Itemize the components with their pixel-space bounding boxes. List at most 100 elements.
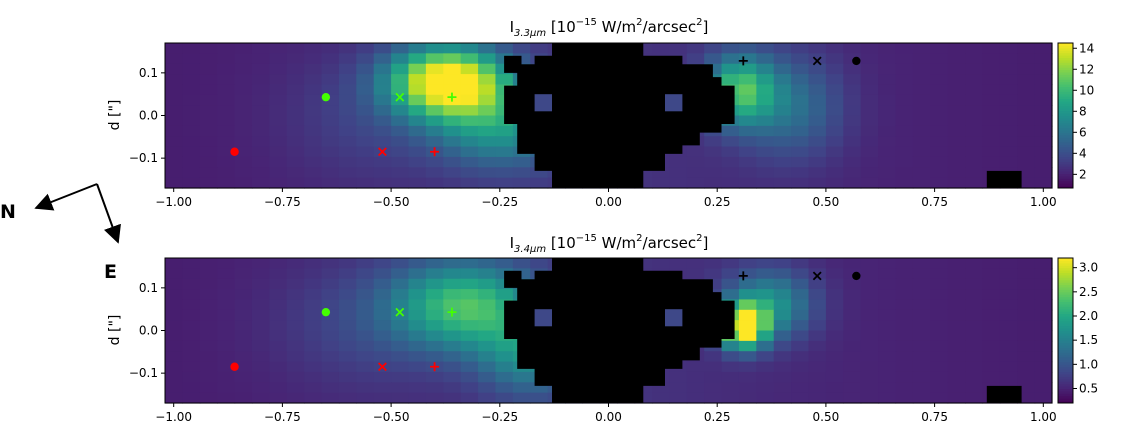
heatmap-cell: [495, 340, 514, 352]
heatmap-cell: [738, 340, 757, 352]
heatmap-cell: [825, 340, 844, 352]
heatmap-cell: [773, 330, 792, 342]
heatmap-cell: [478, 43, 497, 54]
heatmap-cell: [895, 371, 914, 383]
heatmap-cell: [373, 53, 392, 65]
heatmap-cell: [199, 371, 218, 383]
heatmap-cell: [999, 94, 1018, 106]
heatmap-cell: [825, 84, 844, 96]
heatmap-cell: [860, 382, 879, 394]
heatmap-cell: [443, 351, 462, 363]
heatmap-cell: [356, 268, 375, 280]
heatmap-cell: [999, 125, 1018, 137]
heatmap-cell: [686, 258, 705, 269]
heatmap-cell: [982, 330, 1001, 342]
heatmap-cell: [478, 351, 497, 363]
heatmap-cell: [965, 63, 984, 75]
heatmap-cell: [965, 309, 984, 321]
heatmap-cell: [321, 330, 340, 342]
heatmap-cell: [808, 156, 827, 168]
heatmap-cell: [947, 299, 966, 311]
heatmap-cell: [373, 299, 392, 311]
heatmap-cell: [478, 167, 497, 179]
heatmap-cell: [843, 115, 862, 127]
heatmap-cell: [982, 258, 1001, 269]
heatmap-cell: [356, 309, 375, 321]
heatmap-cell: [321, 74, 340, 86]
heatmap-cell: [234, 84, 253, 96]
heatmap-cell: [738, 53, 757, 65]
heatmap-cell: [182, 156, 201, 168]
colorbar-segment: [1058, 301, 1073, 305]
colorbar-segment: [1058, 180, 1073, 184]
heatmap-cell: [773, 43, 792, 54]
colorbar-segment: [1058, 137, 1073, 141]
heatmap-cell: [721, 63, 740, 75]
heatmap-cell: [860, 289, 879, 301]
heatmap-cell: [1034, 105, 1053, 117]
heatmap-cell: [495, 136, 514, 148]
heatmap-cell: [686, 167, 705, 179]
colorbar-segment: [1058, 294, 1073, 298]
heatmap-cell: [338, 258, 357, 269]
x-tick-label: 0.50: [813, 195, 840, 209]
heatmap-cell: [304, 289, 323, 301]
heatmap-cell: [756, 156, 775, 168]
heatmap-cell: [686, 382, 705, 394]
heatmap-cell: [199, 63, 218, 75]
heatmap-cell: [199, 340, 218, 352]
colorbar-segment: [1058, 146, 1073, 150]
heatmap-cell: [878, 156, 897, 168]
heatmap-cell: [286, 74, 305, 86]
heatmap-cell: [165, 361, 183, 373]
heatmap-cell: [251, 74, 270, 86]
heatmap-cell: [199, 167, 218, 179]
heatmap-cell: [356, 84, 375, 96]
heatmap-cell: [721, 146, 740, 158]
colorbar-segment: [1058, 306, 1073, 310]
heatmap-cell: [286, 84, 305, 96]
heatmap-cell: [425, 94, 444, 106]
heatmap-cell: [165, 299, 183, 311]
colorbar-segment: [1058, 139, 1073, 143]
heatmap-cell: [773, 371, 792, 383]
heatmap-cell: [338, 371, 357, 383]
heatmap-cell: [930, 351, 949, 363]
colorbar-segment: [1058, 284, 1073, 288]
heatmap-cell: [843, 361, 862, 373]
heatmap-cell: [1034, 43, 1053, 54]
heatmap-cell: [965, 156, 984, 168]
heatmap-cell: [304, 258, 323, 269]
heatmap-cell: [756, 382, 775, 394]
colorbar-segment: [1058, 369, 1073, 373]
heatmap-cell: [269, 43, 288, 54]
heatmap-cell: [930, 299, 949, 311]
heatmap-cell: [1034, 309, 1053, 321]
heatmap-cell: [999, 361, 1018, 373]
heatmap-cell: [686, 361, 705, 373]
heatmap-cell: [912, 258, 931, 269]
heatmap-cell: [199, 309, 218, 321]
heatmap-cell: [234, 382, 253, 394]
heatmap-cell: [338, 392, 357, 404]
heatmap-cell: [478, 53, 497, 65]
colorbar-segment: [1058, 325, 1073, 329]
heatmap-cell: [686, 156, 705, 168]
heatmap-cell: [165, 351, 183, 363]
colorbar-segment: [1058, 108, 1073, 112]
colorbar-tick-label: 1.5: [1079, 333, 1098, 347]
heatmap-cell: [478, 330, 497, 342]
colorbar-segment: [1058, 55, 1073, 58]
y-axis: 0.1 0.0 −0.1: [129, 66, 165, 165]
heatmap-cell: [1034, 289, 1053, 301]
x-tick-label: −0.50: [373, 195, 410, 209]
heatmap-cell: [843, 94, 862, 106]
heatmap-cell: [1034, 74, 1053, 86]
heatmap-cell: [251, 289, 270, 301]
north-label: N: [0, 201, 16, 223]
heatmap-cell: [843, 105, 862, 117]
heatmap-cell: [947, 320, 966, 332]
heatmap-cell: [773, 278, 792, 290]
heatmap-cell: [182, 146, 201, 158]
heatmap-cell: [895, 320, 914, 332]
